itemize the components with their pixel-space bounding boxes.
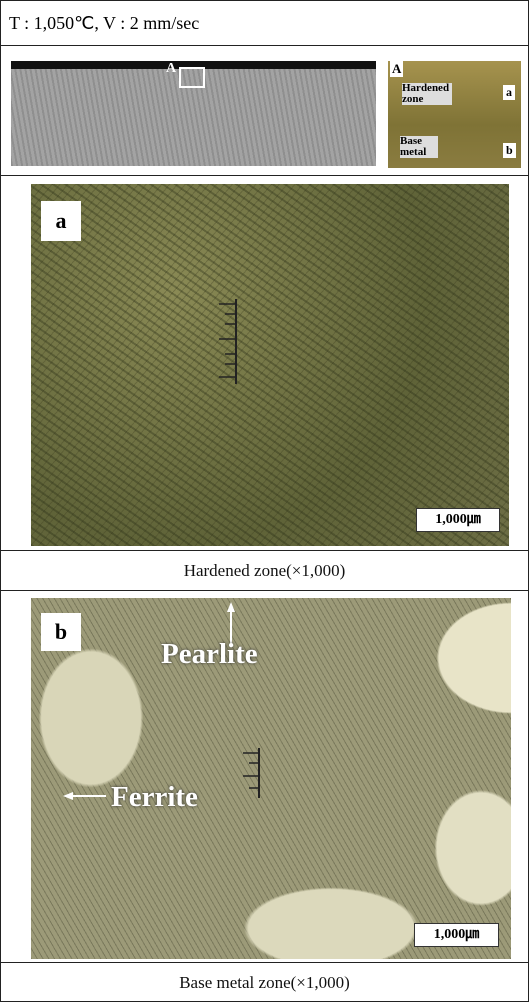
divider bbox=[1, 550, 528, 551]
scale-bar: 1,000㎛ bbox=[416, 508, 500, 532]
hardened-label: Hardened zone bbox=[402, 83, 452, 105]
marker: A bbox=[166, 61, 176, 77]
micrograph-b: b Pearlite Ferrite 1,000㎛ bbox=[31, 598, 511, 959]
divider bbox=[1, 590, 528, 591]
figure: T : 1,050℃, V : 2 mm/sec A A Hardened zo… bbox=[0, 0, 529, 1002]
point-b: b bbox=[503, 143, 516, 158]
panel-label: a bbox=[41, 201, 81, 241]
point-a: a bbox=[503, 85, 515, 100]
base-label: Base metal bbox=[400, 136, 438, 158]
pearlite-label: Pearlite bbox=[161, 638, 258, 671]
divider bbox=[1, 175, 528, 176]
inset-image: A Hardened zone a Base metal b bbox=[388, 61, 521, 168]
marker-box bbox=[179, 67, 205, 88]
caption: Base metal zone(×1,000) bbox=[1, 973, 528, 993]
divider bbox=[1, 45, 528, 46]
inset-marker: A bbox=[390, 61, 403, 77]
annotation-arrows bbox=[31, 598, 511, 959]
micrograph-a: a 1,000㎛ bbox=[31, 184, 509, 546]
ferrite-label: Ferrite bbox=[111, 781, 198, 814]
ruler bbox=[211, 299, 241, 384]
caption: Hardened zone(×1,000) bbox=[1, 561, 528, 581]
condition: T : 1,050℃, V : 2 mm/sec bbox=[9, 13, 199, 34]
divider bbox=[1, 962, 528, 963]
overview-image: A bbox=[11, 61, 376, 166]
scale-bar: 1,000㎛ bbox=[414, 923, 499, 947]
